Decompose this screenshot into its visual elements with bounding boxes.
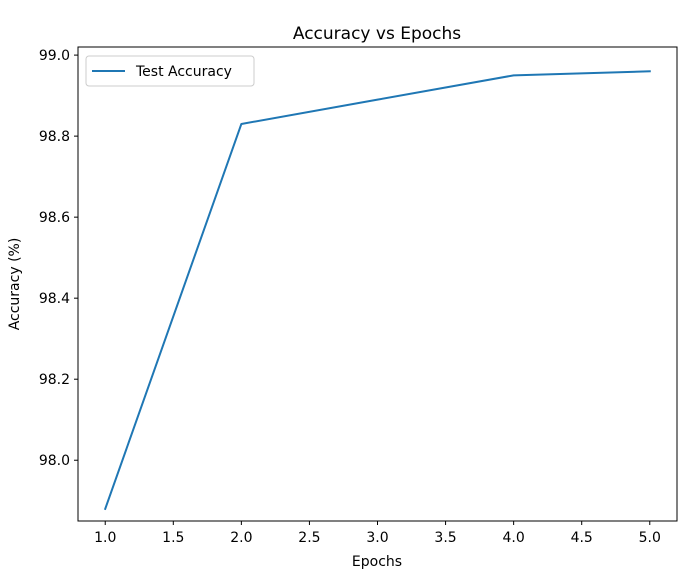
- x-tick-label: 3.0: [366, 530, 388, 546]
- x-tick-label: 2.0: [230, 530, 252, 546]
- x-tick-label: 5.0: [639, 530, 661, 546]
- x-tick-label: 1.5: [162, 530, 184, 546]
- y-tick-label: 98.6: [39, 210, 70, 226]
- x-tick-label: 3.5: [434, 530, 456, 546]
- x-axis-ticks: 1.0 1.5 2.0 2.5 3.0 3.5 4.0 4.5 5.0: [94, 521, 661, 546]
- x-axis-label: Epochs: [352, 554, 402, 569]
- legend-box: [85, 55, 255, 87]
- legend: Test Accuracy: [85, 55, 255, 87]
- legend-label-test-accuracy: Test Accuracy: [135, 64, 232, 80]
- x-tick-label: 4.0: [503, 530, 525, 546]
- y-tick-label: 98.8: [39, 129, 70, 145]
- y-tick-label: 98.2: [39, 372, 70, 388]
- y-tick-label: 98.0: [39, 453, 70, 469]
- x-tick-label: 2.5: [298, 530, 320, 546]
- y-axis-ticks: 98.0 98.2 98.4 98.6 98.8 99.0: [39, 48, 78, 469]
- x-tick-label: 4.5: [571, 530, 593, 546]
- chart-title: Accuracy vs Epochs: [293, 24, 461, 44]
- y-tick-label: 98.4: [39, 291, 70, 307]
- y-tick-label: 99.0: [39, 48, 70, 64]
- series-line-test-accuracy: [103, 70, 651, 511]
- plot-frame: [77, 46, 678, 522]
- y-axis-label: Accuracy (%): [7, 238, 23, 331]
- series-layer: [103, 70, 651, 511]
- x-tick-label: 1.0: [94, 530, 116, 546]
